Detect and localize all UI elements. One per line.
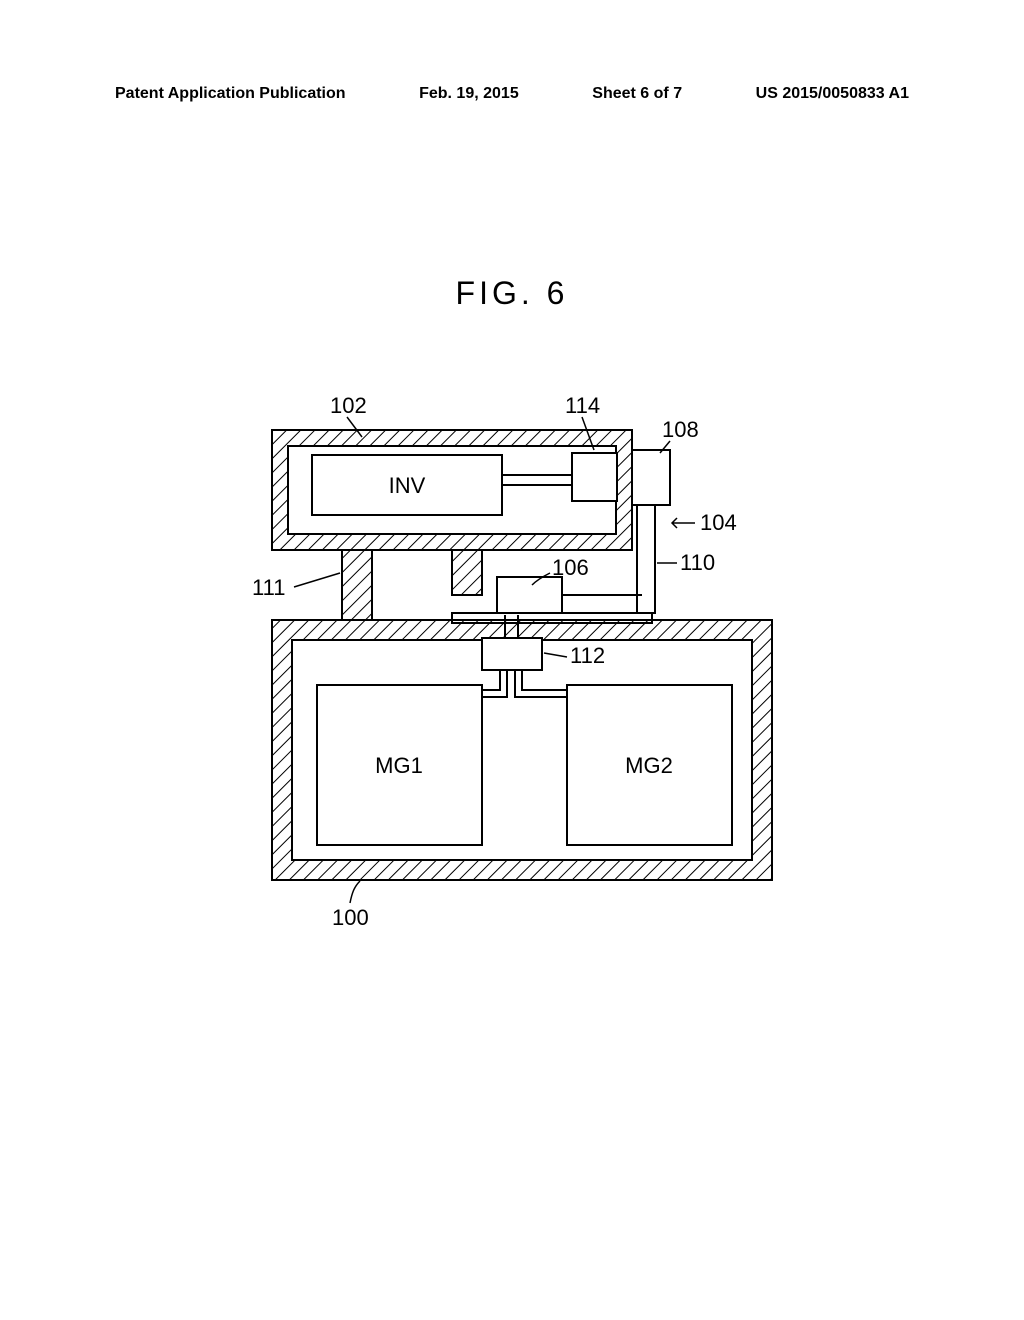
- support-leg-2: [452, 550, 482, 595]
- ref-102: 102: [330, 395, 367, 418]
- publication-type: Patent Application Publication: [115, 85, 346, 103]
- vertical-connector: [637, 505, 655, 613]
- support-leg: [342, 550, 372, 620]
- ref-114: 114: [565, 395, 600, 418]
- ref-110: 110: [680, 550, 715, 575]
- ref-108: 108: [662, 417, 699, 442]
- ref-104: 104: [700, 510, 737, 535]
- ref-111: 111: [252, 575, 285, 600]
- publication-number: US 2015/0050833 A1: [756, 85, 909, 103]
- ref-100: 100: [332, 905, 369, 930]
- ref-106: 106: [552, 555, 589, 580]
- ref-112: 112: [570, 643, 605, 668]
- patent-header: Patent Application Publication Feb. 19, …: [0, 85, 1024, 103]
- sheet-number: Sheet 6 of 7: [592, 85, 682, 103]
- publication-date: Feb. 19, 2015: [419, 85, 519, 103]
- inverter-label: INV: [389, 473, 426, 498]
- figure-title: FIG. 6: [456, 275, 569, 312]
- mg1-box: MG1: [317, 685, 482, 845]
- diagram-svg: INV: [222, 395, 802, 935]
- mg1-label: MG1: [375, 753, 423, 778]
- inverter-box: INV: [312, 455, 502, 515]
- right-attachment: [632, 450, 670, 505]
- mg2-box: MG2: [567, 685, 732, 845]
- mg2-label: MG2: [625, 753, 673, 778]
- lower-top-connector: [482, 638, 542, 670]
- diagram: INV: [222, 395, 802, 935]
